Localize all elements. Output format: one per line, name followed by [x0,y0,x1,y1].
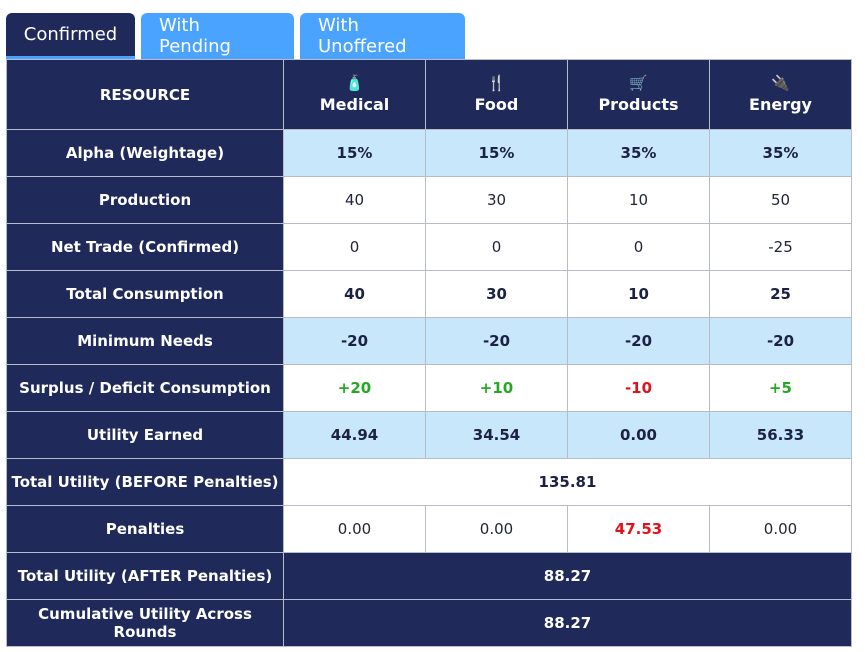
alpha-energy: 35% [709,129,852,177]
production-products: 10 [567,176,710,224]
column-name: Food [474,95,519,114]
row-label: Cumulative Utility Across Rounds [6,599,284,647]
row-label: Total Consumption [6,270,284,318]
net-trade-food: 0 [425,223,568,271]
row-cumulative: Cumulative Utility Across Rounds 88.27 [6,599,852,647]
tab-with-pending[interactable]: With Pending [141,13,294,59]
row-label: Net Trade (Confirmed) [6,223,284,271]
row-utility-earned: Utility Earned 44.94 34.54 0.00 56.33 [6,411,852,459]
row-label: Surplus / Deficit Consumption [6,364,284,412]
row-label: Total Utility (AFTER Penalties) [6,552,284,600]
column-name: Medical [319,95,390,114]
row-label: Alpha (Weightage) [6,129,284,177]
row-minimum-needs: Minimum Needs -20 -20 -20 -20 [6,317,852,365]
row-alpha: Alpha (Weightage) 15% 15% 35% 35% [6,129,852,177]
min-needs-energy: -20 [709,317,852,365]
column-header-products: 🛒 Products [567,59,710,130]
net-trade-products: 0 [567,223,710,271]
fork-knife-icon: 🍴 [487,74,506,92]
penalty-food: 0.00 [425,505,568,553]
row-label: Utility Earned [6,411,284,459]
penalty-medical: 0.00 [283,505,426,553]
utility-energy: 56.33 [709,411,852,459]
consumption-food: 30 [425,270,568,318]
total-before-value: 135.81 [283,458,852,506]
alpha-medical: 15% [283,129,426,177]
row-label: Production [6,176,284,224]
row-total-after: Total Utility (AFTER Penalties) 88.27 [6,552,852,600]
net-trade-energy: -25 [709,223,852,271]
row-total-before: Total Utility (BEFORE Penalties) 135.81 [6,458,852,506]
utility-table: RESOURCE 🧴 Medical 🍴 Food 🛒 Products 🔌 E… [6,59,852,647]
min-needs-products: -20 [567,317,710,365]
consumption-medical: 40 [283,270,426,318]
row-production: Production 40 30 10 50 [6,176,852,224]
penalty-energy: 0.00 [709,505,852,553]
consumption-products: 10 [567,270,710,318]
surplus-food: +10 [425,364,568,412]
plug-icon: 🔌 [771,74,790,92]
column-header-medical: 🧴 Medical [283,59,426,130]
total-after-value: 88.27 [283,552,852,600]
tab-confirmed[interactable]: Confirmed [6,13,135,59]
alpha-products: 35% [567,129,710,177]
row-label: Total Utility (BEFORE Penalties) [6,458,284,506]
tab-bar: Confirmed With Pending With Unoffered [6,13,465,59]
alpha-food: 15% [425,129,568,177]
resource-header: RESOURCE [6,59,284,130]
surplus-products: -10 [567,364,710,412]
tab-with-unoffered[interactable]: With Unoffered [300,13,465,59]
row-label: Minimum Needs [6,317,284,365]
row-label: Penalties [6,505,284,553]
column-header-food: 🍴 Food [425,59,568,130]
min-needs-food: -20 [425,317,568,365]
column-name: Products [598,95,679,114]
production-food: 30 [425,176,568,224]
utility-medical: 44.94 [283,411,426,459]
utility-food: 34.54 [425,411,568,459]
column-name: Energy [749,95,812,114]
surplus-energy: +5 [709,364,852,412]
row-surplus-deficit: Surplus / Deficit Consumption +20 +10 -1… [6,364,852,412]
column-header-energy: 🔌 Energy [709,59,852,130]
net-trade-medical: 0 [283,223,426,271]
penalty-products: 47.53 [567,505,710,553]
min-needs-medical: -20 [283,317,426,365]
row-penalties: Penalties 0.00 0.00 47.53 0.00 [6,505,852,553]
cumulative-value: 88.27 [283,599,852,647]
consumption-energy: 25 [709,270,852,318]
production-energy: 50 [709,176,852,224]
row-net-trade: Net Trade (Confirmed) 0 0 0 -25 [6,223,852,271]
production-medical: 40 [283,176,426,224]
utility-products: 0.00 [567,411,710,459]
row-total-consumption: Total Consumption 40 30 10 25 [6,270,852,318]
shopping-cart-icon: 🛒 [629,74,648,92]
surplus-medical: +20 [283,364,426,412]
medical-bottle-icon: 🧴 [345,74,364,92]
